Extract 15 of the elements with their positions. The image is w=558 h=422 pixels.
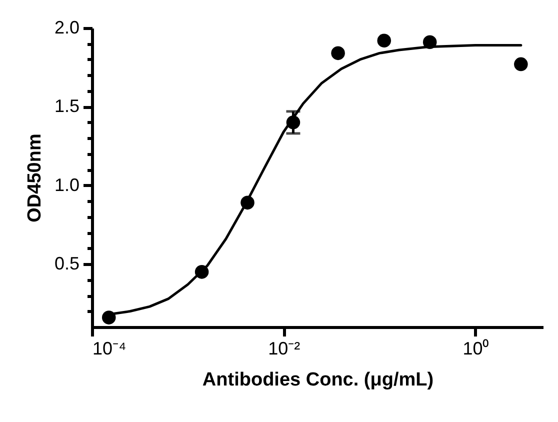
point bbox=[422, 35, 437, 50]
point bbox=[377, 34, 392, 48]
x-axis-title: Antibodies Conc. (μg/mL) bbox=[202, 370, 434, 390]
y-tick-label: 1.0 bbox=[54, 174, 80, 195]
y-tick-label: 1.5 bbox=[54, 96, 80, 116]
point bbox=[331, 46, 345, 60]
x-tick-label: 10⁰ bbox=[462, 338, 489, 358]
point bbox=[286, 116, 300, 130]
y-tick-label: 0.5 bbox=[54, 254, 80, 274]
point bbox=[240, 196, 254, 210]
y-axis-title: OD450nm bbox=[24, 134, 46, 222]
x-tick-label: 10⁻² bbox=[268, 338, 300, 358]
x-tick-label: 10⁻⁴ bbox=[92, 338, 126, 358]
point bbox=[194, 265, 209, 279]
y-tick-label: 2.0 bbox=[54, 18, 80, 38]
